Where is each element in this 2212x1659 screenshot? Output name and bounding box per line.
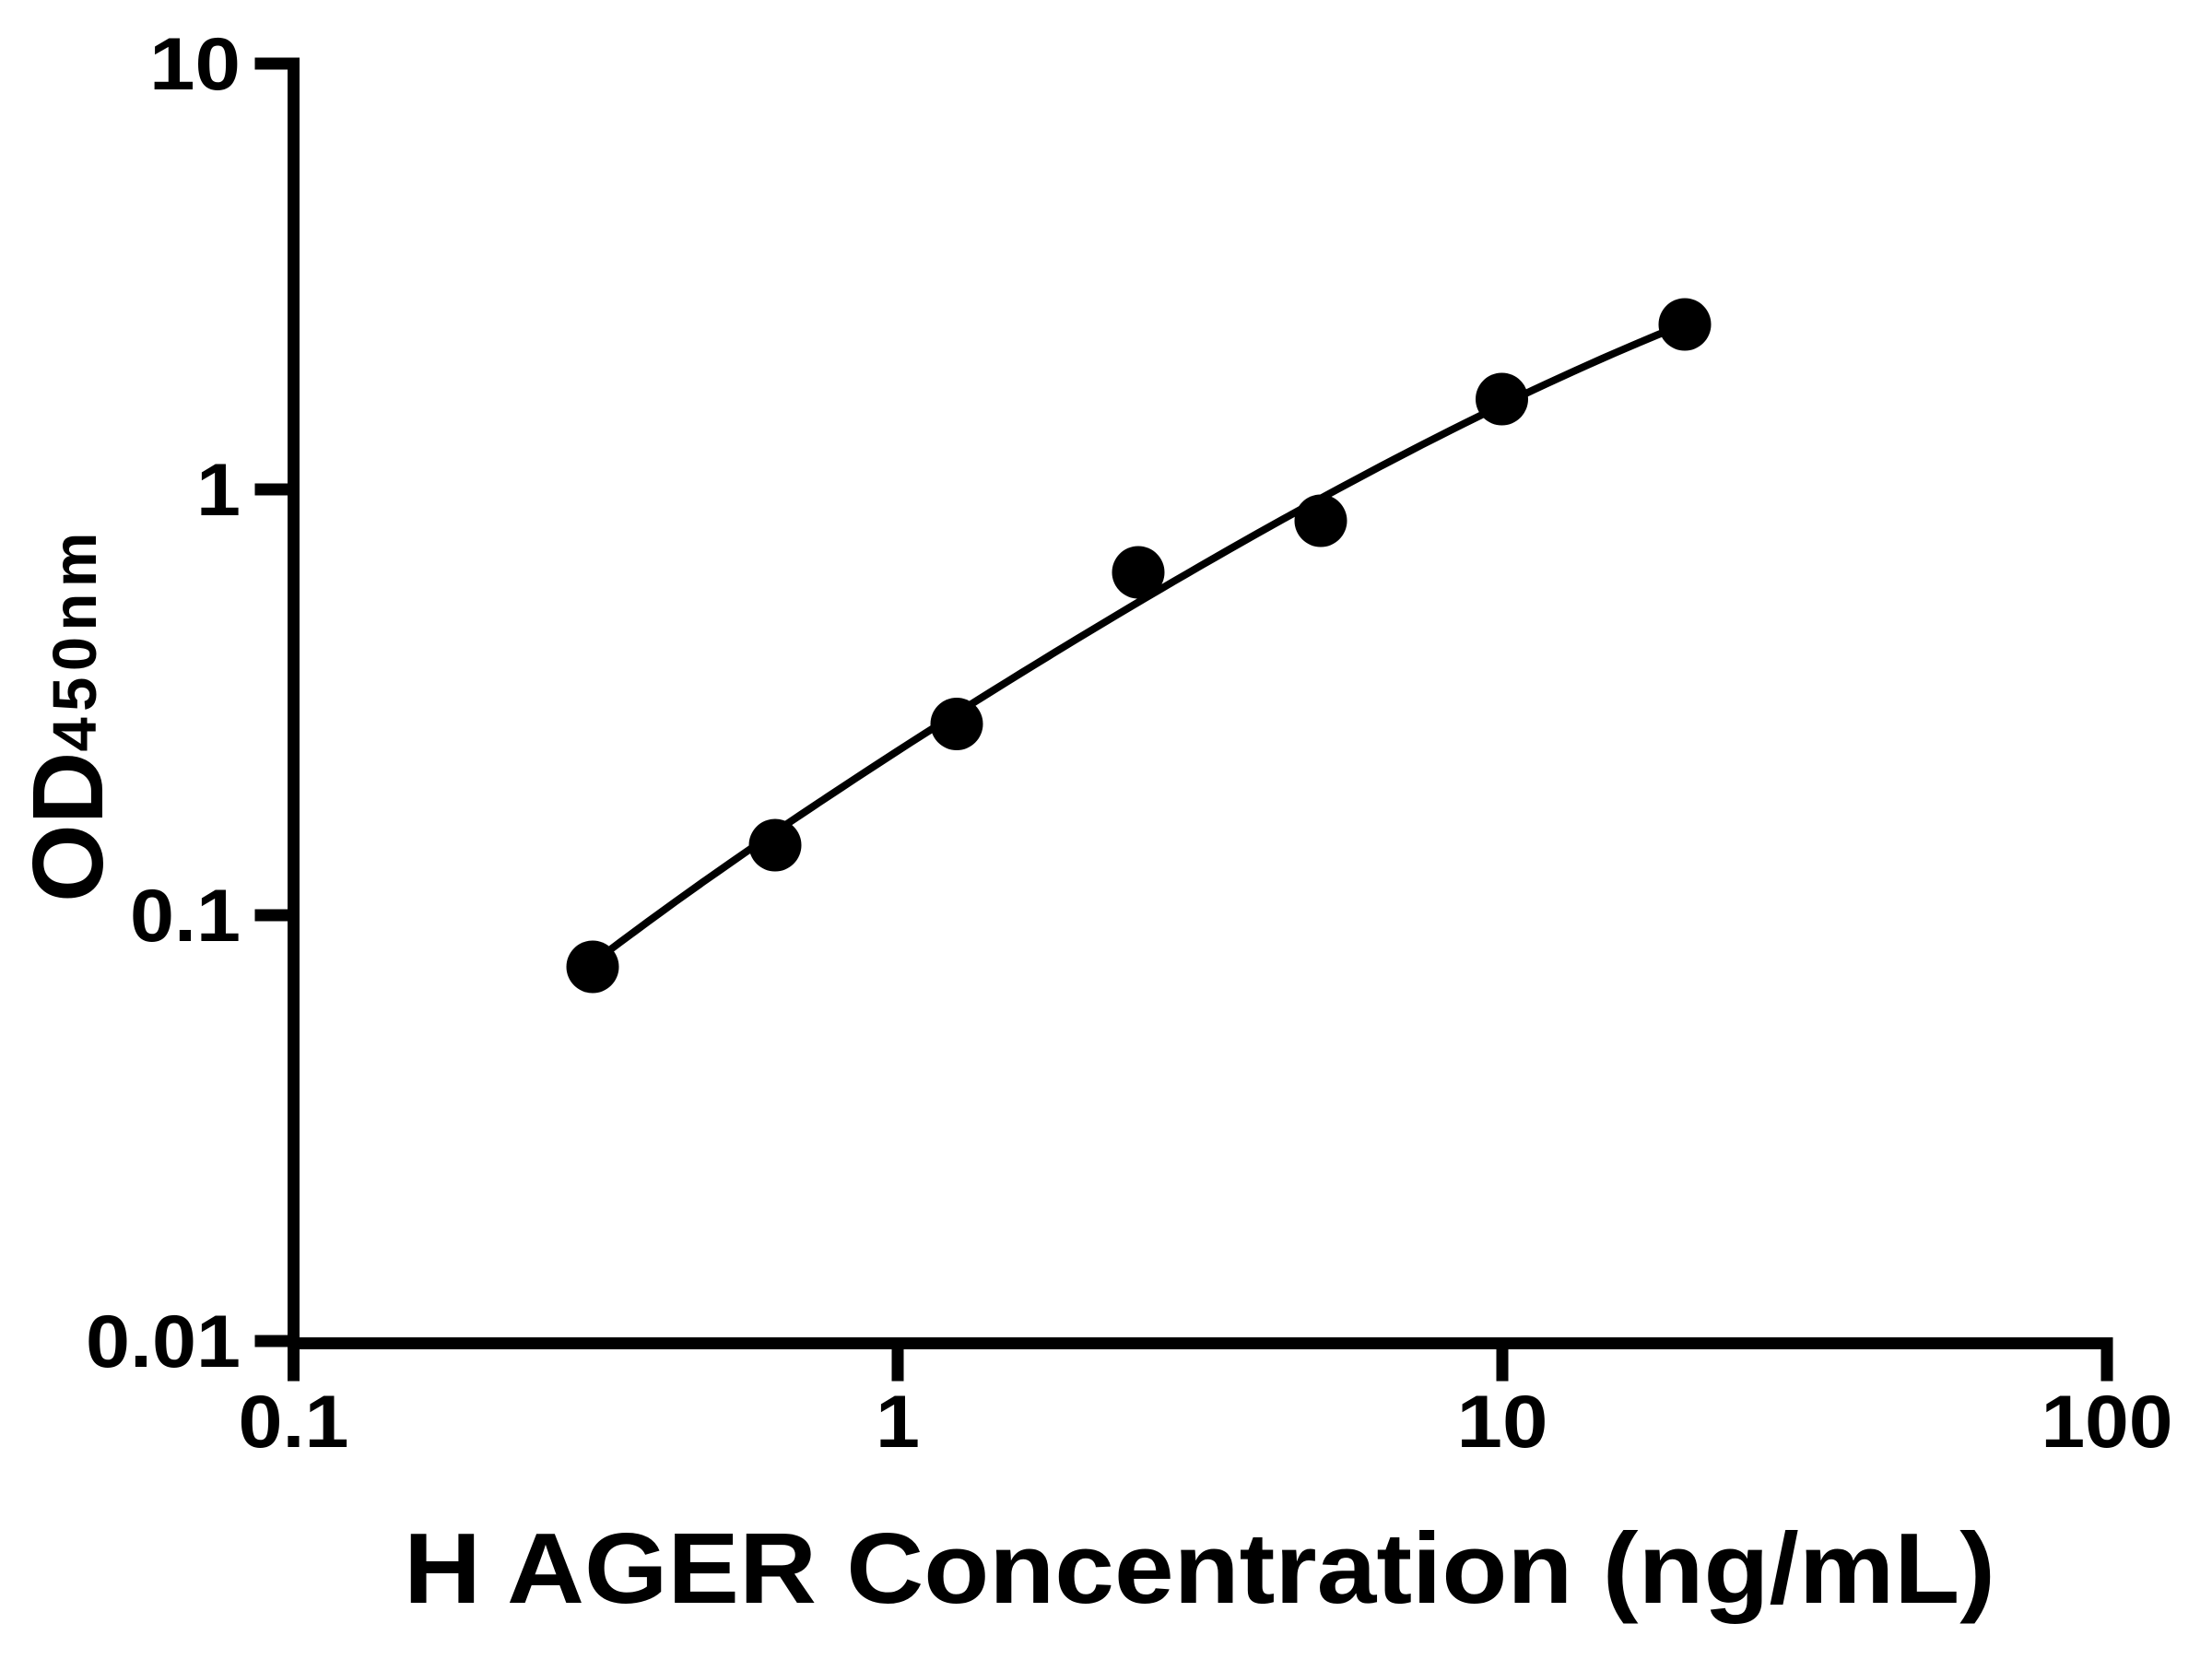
svg-text:0.01: 0.01 xyxy=(86,1300,241,1383)
svg-text:1: 1 xyxy=(876,1381,920,1464)
svg-text:H AGER Concentration (ng/mL): H AGER Concentration (ng/mL) xyxy=(404,1512,1995,1625)
svg-text:0.1: 0.1 xyxy=(239,1381,349,1464)
svg-text:100: 100 xyxy=(2041,1381,2173,1464)
svg-text:0.1: 0.1 xyxy=(130,875,241,958)
svg-text:OD450nm: OD450nm xyxy=(12,526,124,902)
svg-text:1: 1 xyxy=(196,449,241,532)
svg-text:10: 10 xyxy=(149,23,241,106)
svg-text:10: 10 xyxy=(1457,1381,1548,1464)
